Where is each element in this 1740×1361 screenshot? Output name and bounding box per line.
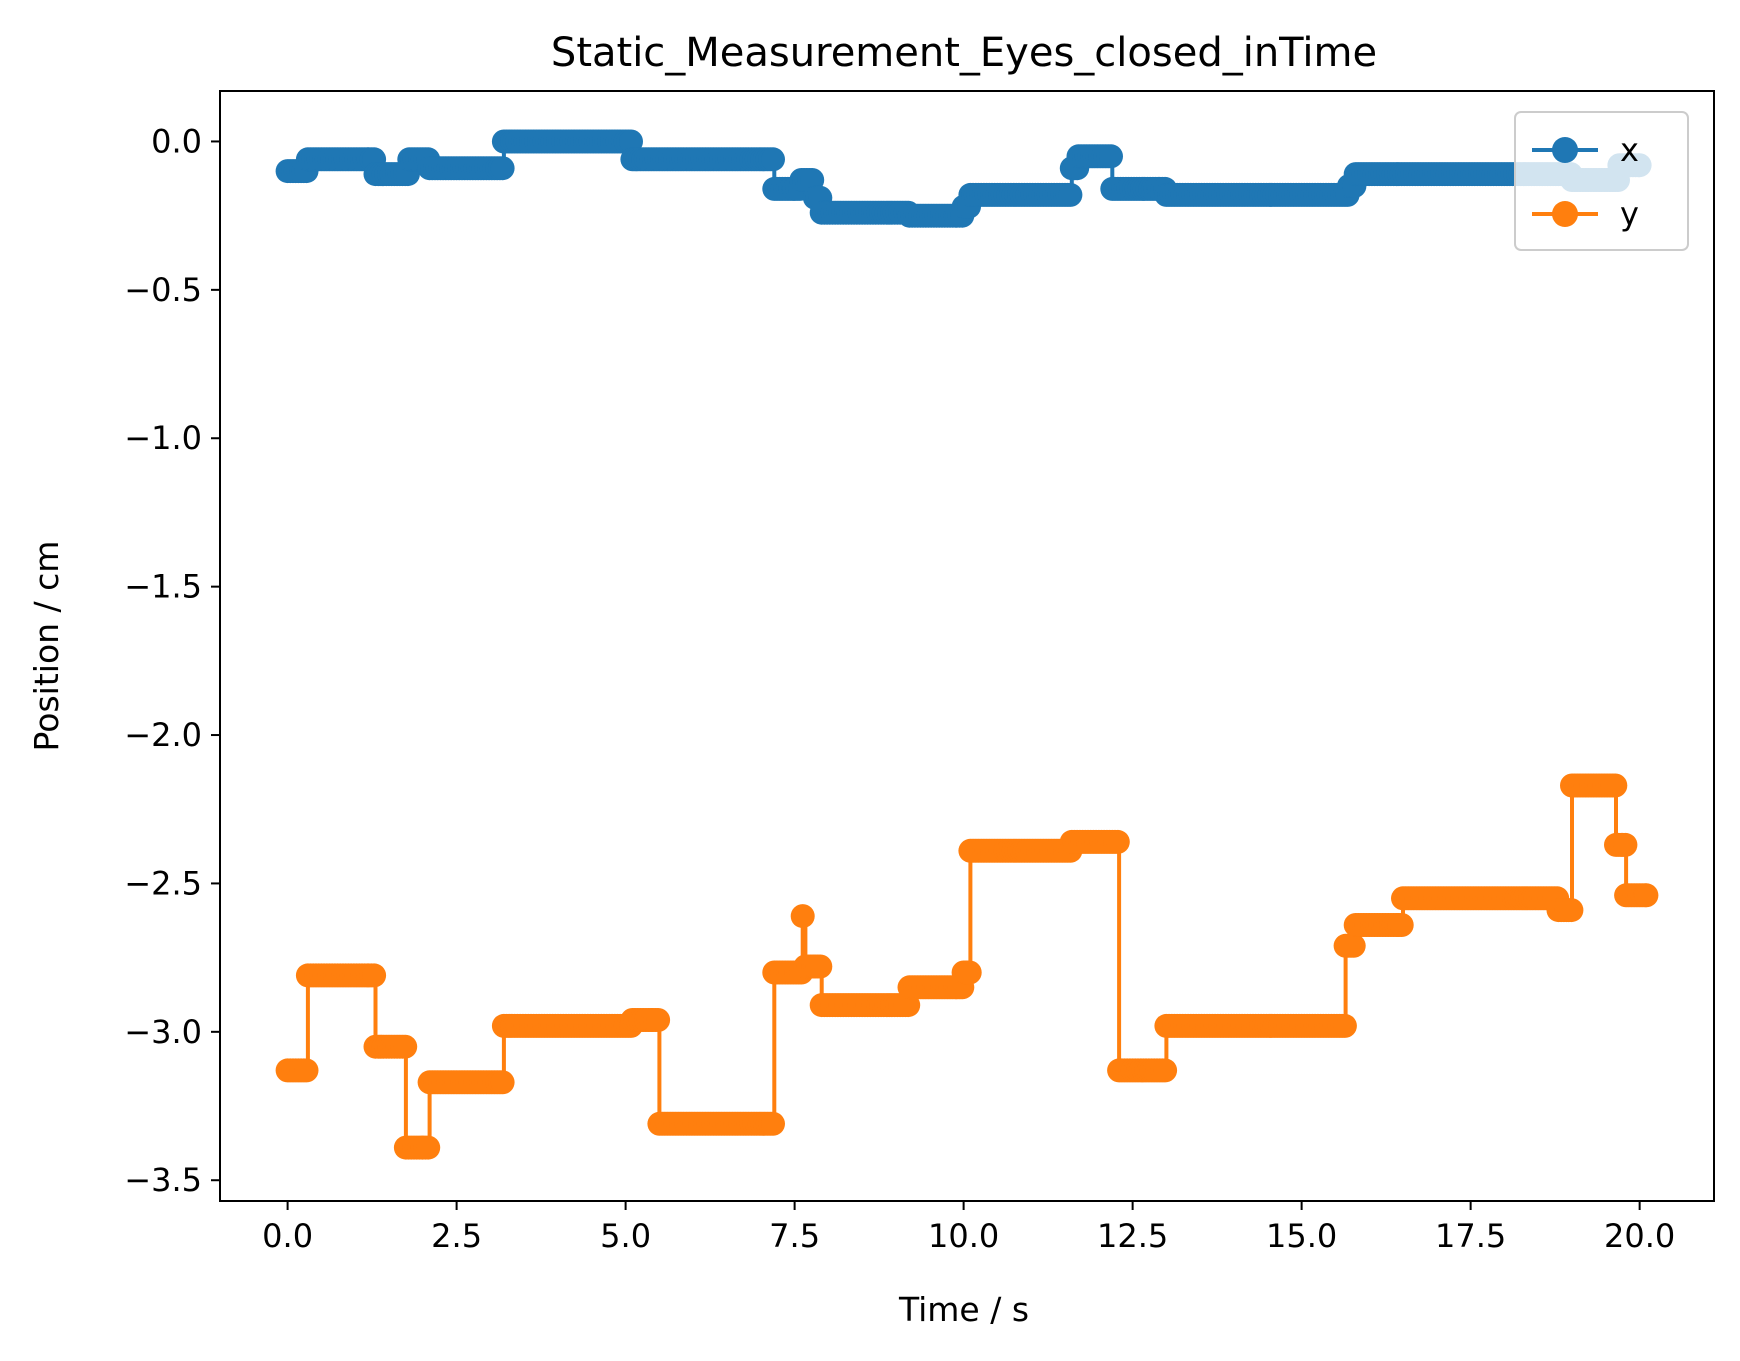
- data-point-y: [362, 963, 387, 988]
- legend-label-x: x: [1620, 131, 1639, 169]
- data-point-y: [1634, 883, 1659, 908]
- data-point-y: [957, 960, 982, 985]
- y-tick-label: −0.5: [124, 271, 202, 309]
- x-tick-label: 17.5: [1435, 1217, 1506, 1255]
- data-point-y: [393, 1034, 418, 1059]
- series-layer: [275, 129, 1659, 1160]
- legend: xy: [1514, 111, 1689, 251]
- data-point-y: [790, 904, 815, 929]
- data-point-x: [1058, 182, 1083, 207]
- y-tick-label: −1.0: [124, 419, 202, 457]
- data-point-y: [1153, 1058, 1178, 1083]
- data-point-y: [1341, 933, 1366, 958]
- data-point-y: [1389, 913, 1414, 937]
- data-point-y: [294, 1058, 319, 1083]
- y-tick-label: −2.5: [124, 864, 202, 902]
- x-tick-label: 15.0: [1266, 1217, 1337, 1255]
- data-point-y: [490, 1070, 515, 1095]
- data-point-y: [808, 954, 833, 979]
- y-tick-label: −1.5: [124, 568, 202, 606]
- data-point-y: [416, 1135, 441, 1160]
- x-tick-label: 20.0: [1604, 1217, 1675, 1255]
- x-tick-label: 2.5: [431, 1217, 482, 1255]
- data-point-x: [1099, 144, 1123, 169]
- x-tick-label: 5.0: [600, 1217, 651, 1255]
- y-tick-label: −2.0: [124, 716, 202, 754]
- y-axis: 0.0 −0.5 −1.0 −1.5 −2.0 −2.5 −3.0 −3.5: [124, 122, 220, 1199]
- x-axis: 0.0 2.5 5.0 7.5 10.0 12.5 15.0 17.5 20.0: [262, 1201, 1675, 1255]
- data-point-x: [490, 156, 515, 181]
- legend-marker-y: [1552, 201, 1578, 227]
- data-point-x: [761, 147, 785, 172]
- data-point-y: [1559, 898, 1584, 923]
- legend-marker-x: [1552, 137, 1578, 163]
- series-y: [275, 773, 1659, 1160]
- x-tick-label: 7.5: [769, 1217, 820, 1255]
- series-x: [275, 129, 1652, 228]
- data-point-y: [1613, 832, 1638, 857]
- y-axis-label: Position / cm: [27, 541, 66, 752]
- chart-title: Static_Measurement_Eyes_closed_inTime: [551, 30, 1377, 76]
- plot-area: [219, 90, 1715, 1202]
- y-tick-label: −3.5: [124, 1161, 202, 1199]
- data-point-y: [646, 1008, 671, 1032]
- data-point-y: [1105, 829, 1130, 854]
- legend-label-y: y: [1620, 195, 1639, 233]
- data-point-y: [1332, 1013, 1357, 1038]
- legend-box: [1514, 111, 1689, 251]
- axes-frame: [219, 90, 1715, 1202]
- data-point-y: [1603, 773, 1628, 798]
- x-tick-label: 12.5: [1097, 1217, 1168, 1255]
- data-point-y: [761, 1111, 785, 1136]
- x-tick-label: 10.0: [928, 1217, 999, 1255]
- y-tick-label: −3.0: [124, 1013, 202, 1051]
- x-tick-label: 0.0: [262, 1217, 313, 1255]
- x-axis-label: Time / s: [898, 1290, 1029, 1329]
- y-tick-label: 0.0: [151, 122, 202, 160]
